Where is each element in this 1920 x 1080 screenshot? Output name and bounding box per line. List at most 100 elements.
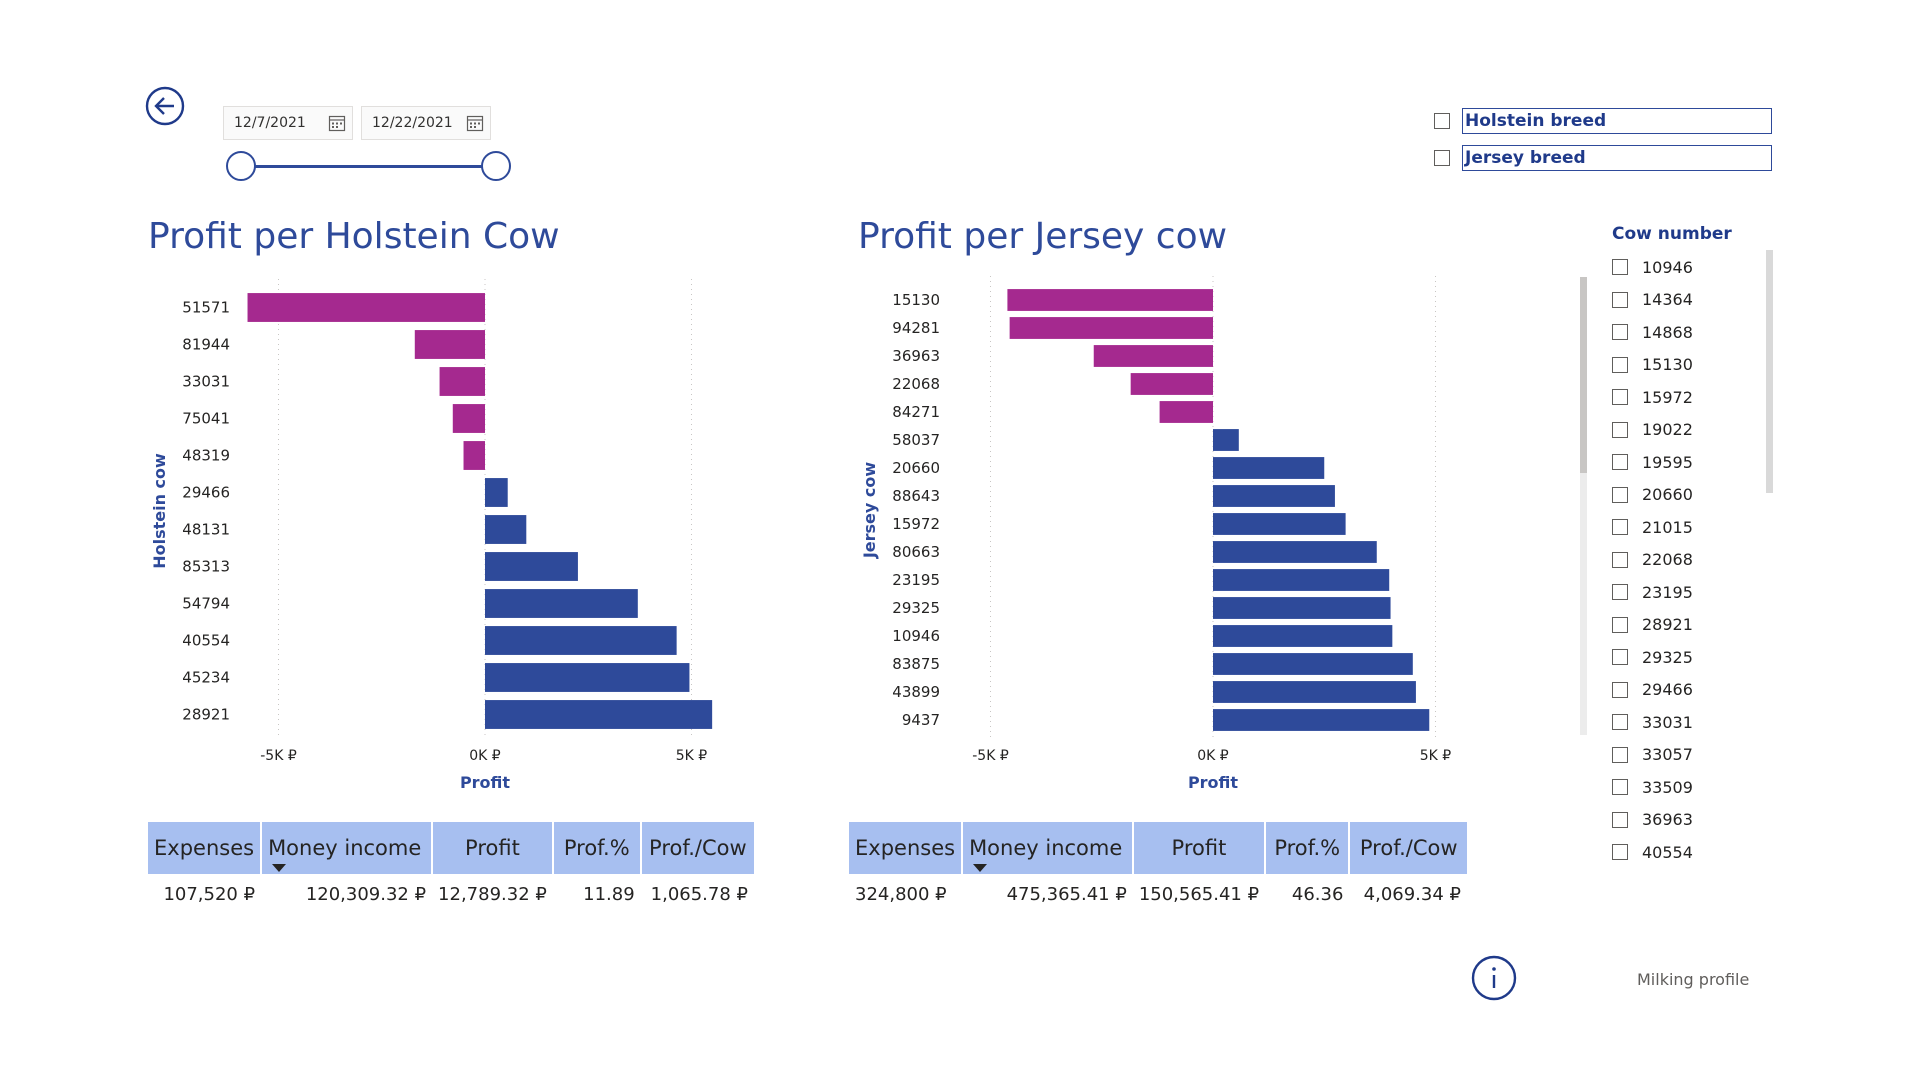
cow-number-label: 14364 — [1642, 290, 1693, 309]
cow-option-20660[interactable]: 20660 — [1612, 483, 1693, 507]
cow-option-10946[interactable]: 10946 — [1612, 255, 1693, 279]
checkbox[interactable] — [1612, 389, 1628, 405]
bar-88643[interactable] — [1213, 485, 1335, 507]
bar-15972[interactable] — [1213, 513, 1346, 535]
bar-29466[interactable] — [485, 478, 508, 507]
bar-54794[interactable] — [485, 589, 638, 618]
checkbox[interactable] — [1612, 681, 1628, 698]
end-date-value: 12/22/2021 — [372, 115, 453, 131]
bar-22068[interactable] — [1130, 373, 1213, 395]
checkbox[interactable] — [1612, 259, 1628, 275]
bar-80663[interactable] — [1213, 541, 1377, 563]
bar-48131[interactable] — [485, 515, 527, 544]
bar-45234[interactable] — [485, 663, 690, 692]
bar-43899[interactable] — [1213, 681, 1416, 703]
cow-option-33031[interactable]: 33031 — [1612, 710, 1693, 734]
bar-85313[interactable] — [485, 552, 578, 581]
checkbox[interactable] — [1612, 811, 1628, 828]
profit-cell: 12,789.32 ₽ — [438, 884, 547, 905]
slicer-scrollbar[interactable] — [1766, 250, 1773, 493]
bar-36963[interactable] — [1093, 345, 1213, 367]
cow-option-33509[interactable]: 33509 — [1612, 775, 1693, 799]
date-slider-start-handle[interactable] — [226, 151, 256, 181]
cow-option-29325[interactable]: 29325 — [1612, 645, 1693, 669]
bar-84271[interactable] — [1159, 401, 1213, 423]
cow-option-14868[interactable]: 14868 — [1612, 320, 1693, 344]
header-profit-per-cow[interactable]: Prof./Cow — [1349, 822, 1467, 874]
cow-option-29466[interactable]: 29466 — [1612, 678, 1693, 702]
end-date-input[interactable]: 12/22/2021 — [361, 106, 491, 140]
money-income-cell: 475,365.41 ₽ — [1006, 884, 1127, 905]
cow-option-19595[interactable]: 19595 — [1612, 450, 1693, 474]
bar-81944[interactable] — [414, 330, 485, 359]
y-tick-label: 88643 — [892, 487, 940, 505]
bar-33031[interactable] — [439, 367, 485, 396]
cow-option-19022[interactable]: 19022 — [1612, 418, 1693, 442]
checkbox[interactable] — [1612, 714, 1628, 730]
checkbox[interactable] — [1612, 551, 1628, 568]
header-money-income[interactable]: Money income — [962, 822, 1134, 874]
bar-29325[interactable] — [1213, 597, 1391, 619]
checkbox[interactable] — [1612, 421, 1628, 438]
checkbox[interactable] — [1434, 150, 1450, 166]
back-button[interactable] — [145, 86, 185, 126]
start-date-input[interactable]: 12/7/2021 — [223, 106, 353, 140]
bar-58037[interactable] — [1213, 429, 1239, 451]
cow-option-33057[interactable]: 33057 — [1612, 743, 1693, 767]
bar-15130[interactable] — [1007, 289, 1213, 311]
header-expenses[interactable]: Expenses — [148, 822, 263, 874]
bar-9437[interactable] — [1213, 709, 1430, 731]
header-profit[interactable]: Profit — [432, 822, 554, 874]
list-scrollbar-track[interactable] — [1580, 277, 1587, 735]
checkbox[interactable] — [1434, 113, 1450, 129]
cow-option-21015[interactable]: 21015 — [1612, 515, 1693, 539]
checkbox[interactable] — [1612, 454, 1628, 470]
bar-94281[interactable] — [1009, 317, 1213, 339]
checkbox[interactable] — [1612, 486, 1628, 503]
bar-20660[interactable] — [1213, 457, 1325, 479]
header-expenses[interactable]: Expenses — [849, 822, 964, 874]
cow-option-36963[interactable]: 36963 — [1612, 808, 1693, 832]
bar-23195[interactable] — [1213, 569, 1390, 591]
cow-option-23195[interactable]: 23195 — [1612, 580, 1693, 604]
checkbox[interactable] — [1612, 291, 1628, 308]
date-slider-track[interactable] — [240, 165, 495, 168]
breed-option-holstein[interactable]: Holstein breed — [1434, 108, 1772, 134]
table-row: 324,800 ₽ 475,365.41 ₽ 150,565.41 ₽ 46.3… — [849, 874, 1467, 905]
calendar-icon[interactable] — [466, 114, 484, 132]
breed-option-jersey[interactable]: Jersey breed — [1434, 145, 1772, 171]
checkbox[interactable] — [1612, 519, 1628, 535]
list-scrollbar-thumb[interactable] — [1580, 277, 1587, 473]
checkbox[interactable] — [1612, 584, 1628, 600]
checkbox[interactable] — [1612, 746, 1628, 763]
checkbox[interactable] — [1612, 324, 1628, 340]
bar-51571[interactable] — [247, 293, 485, 322]
checkbox[interactable] — [1612, 649, 1628, 665]
header-profit-per-cow[interactable]: Prof./Cow — [640, 822, 754, 874]
info-button[interactable] — [1471, 955, 1517, 1001]
checkbox[interactable] — [1612, 616, 1628, 633]
cow-option-14364[interactable]: 14364 — [1612, 288, 1693, 312]
date-slider-end-handle[interactable] — [481, 151, 511, 181]
bar-28921[interactable] — [485, 700, 713, 729]
header-money-income[interactable]: Money income — [261, 822, 434, 874]
cow-option-15972[interactable]: 15972 — [1612, 385, 1693, 409]
bar-10946[interactable] — [1213, 625, 1393, 647]
bar-48319[interactable] — [463, 441, 485, 470]
profit-percent-cell: 46.36 — [1291, 884, 1344, 905]
bar-83875[interactable] — [1213, 653, 1413, 675]
header-profit[interactable]: Profit — [1132, 822, 1267, 874]
cow-option-40554[interactable]: 40554 — [1612, 840, 1693, 864]
cow-option-15130[interactable]: 15130 — [1612, 353, 1693, 377]
bar-40554[interactable] — [485, 626, 677, 655]
jersey-summary-table: Expenses Money income Profit Prof.% Prof… — [849, 822, 1467, 905]
calendar-icon[interactable] — [328, 114, 346, 132]
cow-option-28921[interactable]: 28921 — [1612, 613, 1693, 637]
checkbox[interactable] — [1612, 779, 1628, 795]
header-profit-percent[interactable]: Prof.% — [552, 822, 642, 874]
bar-75041[interactable] — [452, 404, 485, 433]
cow-option-22068[interactable]: 22068 — [1612, 548, 1693, 572]
checkbox[interactable] — [1612, 356, 1628, 373]
checkbox[interactable] — [1612, 844, 1628, 860]
header-profit-percent[interactable]: Prof.% — [1265, 822, 1351, 874]
